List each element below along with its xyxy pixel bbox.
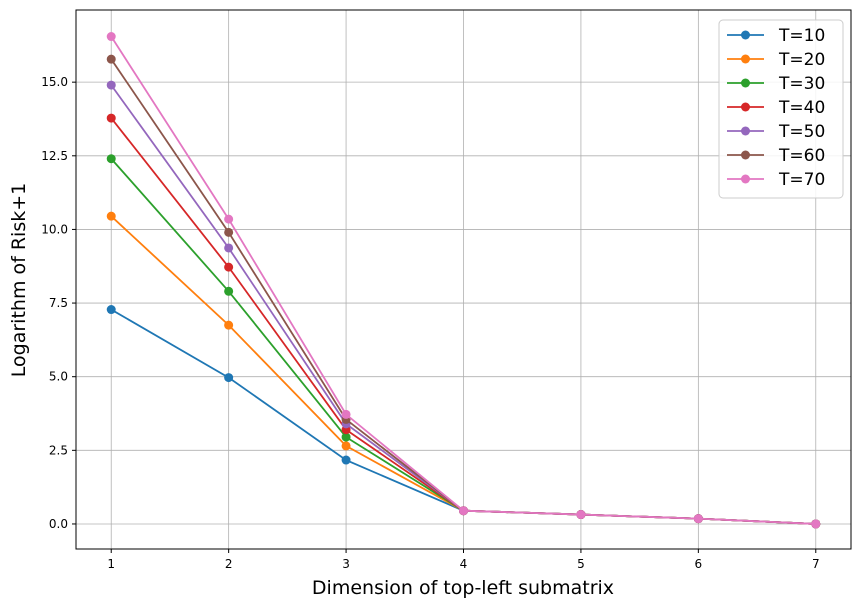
legend-label: T=10 [778,26,825,46]
data-point [224,262,234,272]
series-layer [106,32,821,529]
legend-box [718,19,844,199]
legend-label: T=50 [778,122,825,142]
data-point [224,214,234,224]
data-point [576,510,586,520]
legend-item: T=30 [727,74,825,94]
legend-marker [741,126,750,136]
x-tick-label: 6 [695,557,703,571]
data-point [224,227,234,237]
data-point [224,373,234,383]
x-tick-label: 7 [812,557,820,571]
legend-marker [741,54,750,64]
legend-label: T=30 [778,74,825,94]
legend-item: T=60 [727,146,825,166]
series-t-70 [106,32,821,529]
data-point [224,320,234,330]
data-point [693,514,703,524]
legend-label: T=40 [778,98,825,118]
data-point [106,80,116,90]
legend-marker [741,30,750,40]
y-tick-label: 0.0 [49,517,68,531]
y-axis-label: Logarithm of Risk+1 [8,183,30,377]
data-point [341,409,351,419]
x-tick-label: 3 [342,557,350,571]
axis-ticks: 1 2 3 4 5 6 7 0.0 2.5 5.0 7.5 10.0 12.5 15.0 [41,75,819,571]
x-tick-label: 5 [577,557,585,571]
x-tick-label: 4 [460,557,468,571]
y-tick-label: 15.0 [41,75,68,89]
y-tick-label: 10.0 [41,222,68,236]
data-point [106,54,116,64]
y-tick-label: 12.5 [41,149,68,163]
data-point [459,506,468,516]
legend-item: T=50 [727,122,825,142]
data-point [811,519,821,529]
legend-marker [741,150,750,160]
legend-label: T=20 [778,50,825,70]
grid-lines [76,10,851,549]
legend-item: T=70 [727,170,825,190]
legend-label: T=60 [778,146,825,166]
data-point [341,441,351,451]
data-point [106,211,116,221]
data-point [224,243,234,253]
y-tick-label: 2.5 [49,443,68,457]
data-point [106,32,116,42]
legend: T=10 T=20 T=30 T=40 T=50 T=60 T=70 [718,19,844,199]
y-tick-label: 7.5 [49,296,68,310]
legend-label: T=70 [778,170,825,190]
x-tick-label: 1 [107,557,115,571]
x-axis-label: Dimension of top-left submatrix [312,577,614,599]
legend-item: T=40 [727,98,825,118]
legend-marker [741,102,750,112]
data-point [106,154,116,164]
data-point [106,113,116,123]
legend-item: T=20 [727,50,825,70]
x-tick-label: 2 [225,557,233,571]
data-point [341,455,351,465]
y-tick-label: 5.0 [49,370,68,384]
data-point [341,432,351,442]
legend-marker [741,174,750,184]
data-point [106,305,116,315]
legend-marker [741,78,750,88]
data-point [224,286,234,296]
legend-item: T=10 [727,26,825,46]
